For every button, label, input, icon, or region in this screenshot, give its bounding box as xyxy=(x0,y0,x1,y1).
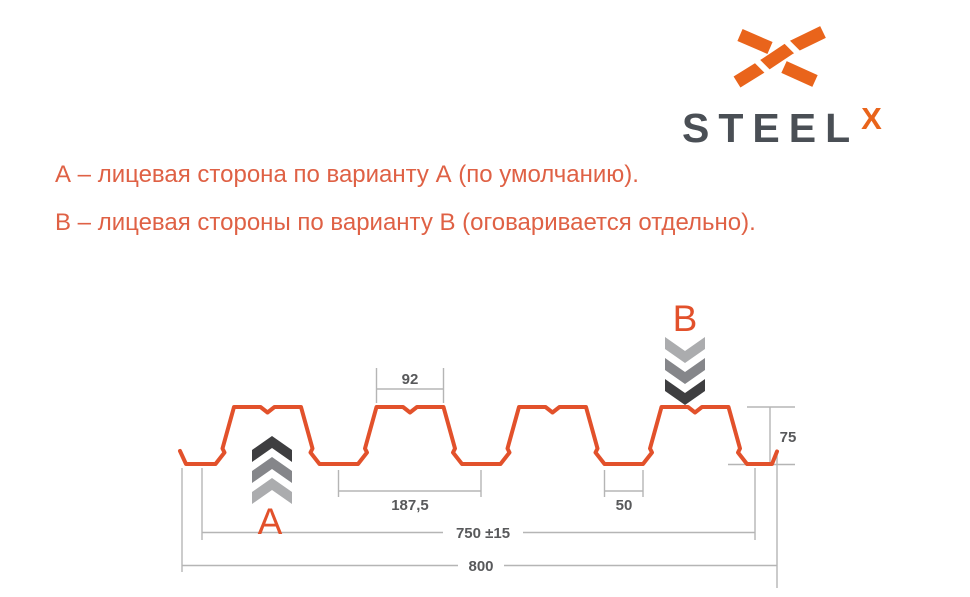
dim-label-187-5: 187,5 xyxy=(391,497,429,514)
logo-brand-text: STEEL xyxy=(682,105,860,151)
label-mask xyxy=(443,523,523,541)
note-variant-a: А – лицевая сторона по варианту А (по ум… xyxy=(55,161,639,188)
dim-rib-pitch: 187,5 xyxy=(337,470,482,514)
logo-slit xyxy=(780,35,806,61)
dim-rib-top-width: 92 xyxy=(375,368,445,403)
logo-x-icon xyxy=(733,26,826,88)
dim-label-50: 50 xyxy=(616,497,633,514)
chevron-down-icon xyxy=(665,379,705,405)
chevron-up-icon xyxy=(252,457,292,483)
dim-label-750: 750 ±15 xyxy=(456,525,510,542)
chevron-down-icon xyxy=(665,337,705,363)
label-mask xyxy=(458,556,504,574)
side-a-marker: A xyxy=(252,436,292,542)
chevron-up-icon xyxy=(252,436,292,462)
logo-arm-bottom-right xyxy=(781,61,818,87)
side-a-label: A xyxy=(258,501,283,542)
side-b-marker: B xyxy=(665,298,705,405)
note-variant-b: В – лицевая стороны по варианту В (огова… xyxy=(55,209,756,236)
dim-valley-width: 50 xyxy=(603,470,644,514)
dim-label-800: 800 xyxy=(468,558,493,575)
side-b-label: B xyxy=(673,298,698,339)
logo-band xyxy=(733,26,826,88)
logo-arm-top-left xyxy=(737,29,773,54)
logo: STEELX xyxy=(660,15,940,150)
dim-label-92: 92 xyxy=(402,371,419,388)
dim-overall-width: 800 xyxy=(181,455,778,588)
logo-slit xyxy=(750,54,776,80)
chevron-down-icon xyxy=(665,358,705,384)
chevron-up-icon xyxy=(252,478,292,504)
logo-wordmark: STEELX xyxy=(682,103,882,149)
dim-cover-width: 750 ±15 xyxy=(201,468,756,542)
dim-label-75: 75 xyxy=(780,429,797,446)
logo-sup-x: X xyxy=(861,101,882,136)
sheet-profile-outline xyxy=(178,405,779,466)
